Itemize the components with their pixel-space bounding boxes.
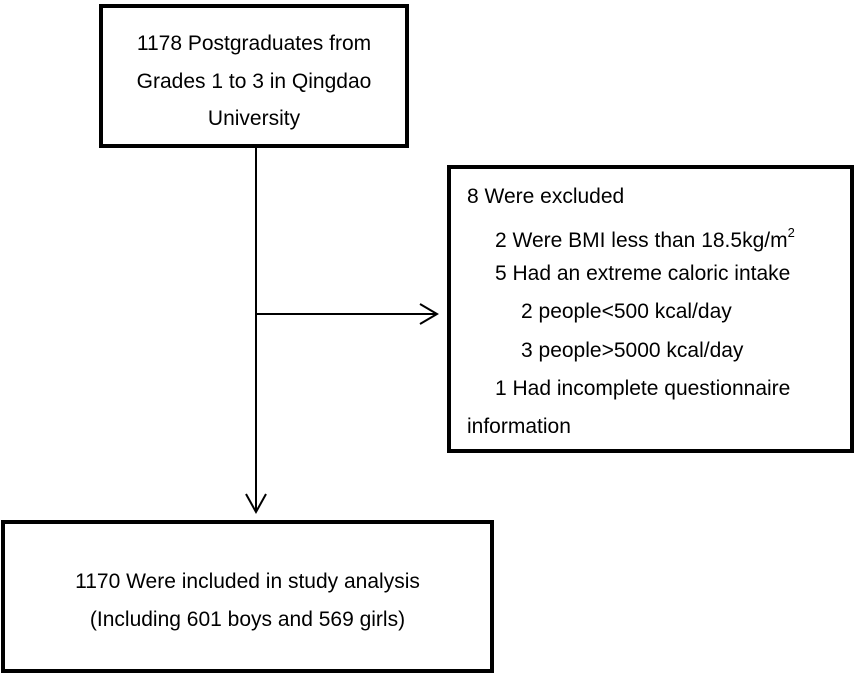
box-text: 1 Had incomplete questionnaire [495,377,791,400]
box-text: 8 Were excluded [467,185,625,208]
superscript: 2 [787,225,795,240]
box-text: (Including 601 boys and 569 girls) [89,608,406,631]
arrow-head [419,303,439,325]
box-text: 2 Were BMI less than 18.5kg/m [495,229,788,252]
box-text: 3 people>5000 kcal/day [521,339,744,362]
box-text: 1178 Postgraduates from [136,32,372,55]
arrow-head [245,493,267,515]
box-text: University [207,107,301,130]
box-text: 2 people<500 kcal/day [521,300,732,323]
result-box: 1170 Were included in study analysis (In… [1,520,494,673]
start-box: 1178 Postgraduates from Grades 1 to 3 in… [99,4,409,148]
box-text: 5 Had an extreme caloric intake [495,262,791,285]
excluded-box: 8 Were excluded 2 Were BMI less than 18.… [447,165,854,453]
box-text: 1170 Were included in study analysis [75,570,420,593]
box-text: Grades 1 to 3 in Qingdao [136,70,372,93]
box-text: information [467,415,571,438]
box-text: 2 Were BMI less than 18.5kg/m2 [495,223,795,253]
